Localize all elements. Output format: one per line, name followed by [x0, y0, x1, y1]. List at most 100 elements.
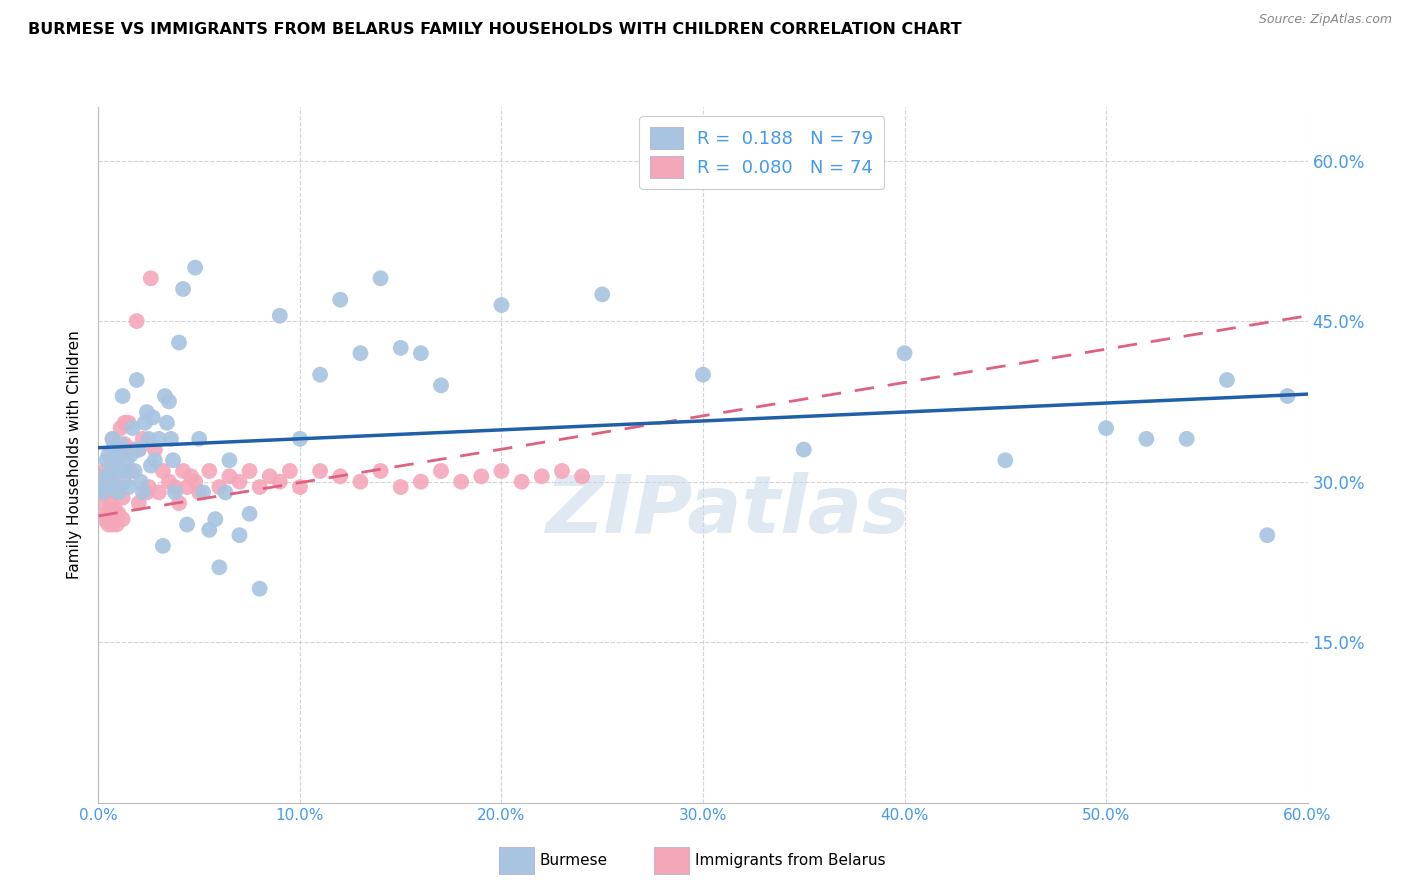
Point	[103, 480, 125, 494]
Point	[491, 464, 513, 478]
Point	[176, 480, 198, 494]
Point	[1135, 432, 1157, 446]
Point	[89, 485, 111, 500]
Point	[124, 442, 146, 457]
Point	[793, 442, 815, 457]
Point	[188, 485, 211, 500]
Point	[110, 437, 132, 451]
Point	[172, 282, 194, 296]
Point	[193, 485, 215, 500]
Point	[118, 480, 141, 494]
Point	[93, 512, 115, 526]
Point	[115, 453, 138, 467]
Point	[571, 469, 593, 483]
Point	[329, 469, 352, 483]
Point	[409, 475, 432, 489]
Point	[93, 464, 115, 478]
Point	[198, 464, 221, 478]
Point	[100, 496, 122, 510]
Point	[349, 475, 371, 489]
Point	[105, 485, 128, 500]
Point	[278, 464, 301, 478]
Legend: R =  0.188   N = 79, R =  0.080   N = 74: R = 0.188 N = 79, R = 0.080 N = 74	[640, 116, 884, 189]
Point	[239, 464, 262, 478]
Point	[530, 469, 553, 483]
Text: ZIPatlas: ZIPatlas	[544, 472, 910, 549]
Point	[143, 442, 166, 457]
Point	[110, 421, 132, 435]
Point	[125, 314, 148, 328]
Point	[157, 394, 180, 409]
Point	[139, 271, 162, 285]
Point	[115, 442, 138, 457]
Point	[184, 260, 207, 275]
Point	[93, 480, 115, 494]
Point	[591, 287, 613, 301]
Point	[100, 466, 122, 480]
Point	[103, 501, 125, 516]
Point	[143, 453, 166, 467]
Point	[1175, 432, 1198, 446]
Point	[96, 453, 118, 467]
Point	[120, 464, 142, 478]
Point	[139, 458, 162, 473]
Point	[125, 373, 148, 387]
Text: Burmese: Burmese	[540, 854, 607, 868]
Point	[491, 298, 513, 312]
Point	[135, 485, 157, 500]
Point	[96, 507, 118, 521]
Point	[97, 517, 120, 532]
Point	[218, 453, 240, 467]
Point	[100, 480, 122, 494]
Point	[430, 378, 453, 392]
Point	[107, 480, 129, 494]
Point	[107, 485, 129, 500]
Point	[160, 432, 183, 446]
Point	[450, 475, 472, 489]
Point	[269, 475, 291, 489]
Point	[128, 496, 150, 510]
Point	[157, 475, 180, 489]
Text: Source: ZipAtlas.com: Source: ZipAtlas.com	[1258, 13, 1392, 27]
Point	[105, 442, 128, 457]
Point	[156, 416, 179, 430]
Point	[309, 368, 332, 382]
Point	[148, 432, 170, 446]
Point	[107, 507, 129, 521]
Point	[389, 480, 412, 494]
Point	[288, 432, 311, 446]
Point	[114, 437, 136, 451]
Point	[153, 389, 176, 403]
Point	[893, 346, 915, 360]
Point	[128, 442, 150, 457]
Point	[208, 560, 231, 574]
Point	[692, 368, 714, 382]
Point	[180, 469, 202, 483]
Point	[167, 496, 190, 510]
Point	[148, 485, 170, 500]
Point	[470, 469, 492, 483]
Point	[1277, 389, 1299, 403]
Point	[152, 539, 174, 553]
Point	[162, 453, 184, 467]
Point	[121, 442, 143, 457]
Point	[204, 512, 226, 526]
Point	[510, 475, 533, 489]
Point	[309, 464, 332, 478]
Point	[101, 432, 124, 446]
Point	[239, 507, 262, 521]
Point	[91, 496, 114, 510]
Point	[105, 458, 128, 473]
Point	[128, 442, 150, 457]
Point	[129, 475, 152, 489]
Point	[110, 464, 132, 478]
Point	[1256, 528, 1278, 542]
Point	[96, 469, 118, 483]
Point	[111, 491, 134, 505]
Point	[389, 341, 412, 355]
Point	[91, 485, 114, 500]
Point	[370, 464, 392, 478]
Point	[103, 480, 125, 494]
Point	[107, 448, 129, 462]
Point	[132, 432, 155, 446]
